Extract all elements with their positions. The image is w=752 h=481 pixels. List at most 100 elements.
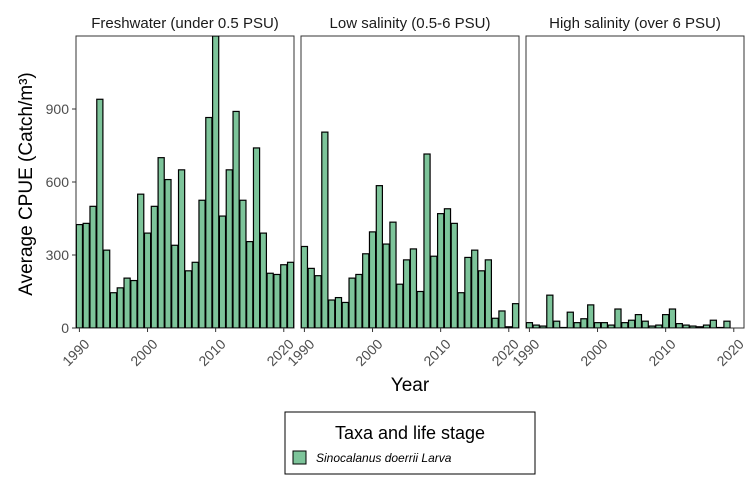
x-tick-label: 2000 xyxy=(352,336,385,369)
bar xyxy=(573,322,581,328)
bar xyxy=(259,232,268,328)
bar xyxy=(198,199,206,328)
bar xyxy=(130,279,138,328)
bar xyxy=(696,326,704,328)
bar xyxy=(443,208,452,328)
bar xyxy=(143,232,152,328)
panel-1: Freshwater (under 0.5 PSU)1990 2000 2010 20… xyxy=(59,15,297,369)
legend-box xyxy=(284,411,536,475)
bar xyxy=(266,272,274,328)
bar xyxy=(280,264,288,328)
bar-group xyxy=(526,294,731,328)
bar xyxy=(314,275,322,328)
legend-swatch xyxy=(292,450,307,465)
bar xyxy=(505,326,513,328)
bar xyxy=(539,325,547,328)
x-tick-label: 2020 xyxy=(713,336,746,369)
bar xyxy=(416,290,424,328)
bar xyxy=(593,322,602,328)
bar xyxy=(430,255,438,328)
bar xyxy=(457,292,465,328)
bar xyxy=(218,215,227,328)
x-tick-label: 2010 xyxy=(420,336,453,369)
bar xyxy=(76,223,84,328)
panels-layer: Freshwater (under 0.5 PSU) 1990 2000 2010 20… xyxy=(59,15,747,369)
bar xyxy=(123,277,131,328)
bar xyxy=(382,243,390,328)
bar xyxy=(205,116,213,328)
bar xyxy=(546,294,554,328)
bar xyxy=(436,213,445,328)
bar xyxy=(96,98,104,328)
legend: Taxa and life stage Sinocalanus doerrii … xyxy=(284,411,536,475)
y-tick-label: 900 xyxy=(46,101,70,117)
panel-title: Low salinity (0.5-6 PSU) xyxy=(330,15,491,32)
bar xyxy=(491,317,499,328)
bar xyxy=(648,325,656,328)
bar xyxy=(471,249,479,328)
bar xyxy=(211,36,220,328)
bar xyxy=(587,304,595,328)
bar xyxy=(627,319,636,328)
bar xyxy=(641,320,649,328)
bar xyxy=(498,310,506,328)
bar xyxy=(402,259,411,328)
x-tick-label: 2010 xyxy=(195,336,228,369)
bar xyxy=(709,319,718,328)
bar xyxy=(157,157,165,328)
panel-border xyxy=(525,35,745,329)
bar xyxy=(341,301,349,328)
bar xyxy=(409,248,418,328)
bar xyxy=(102,249,111,328)
bar xyxy=(225,169,233,328)
bar xyxy=(191,261,199,328)
bar xyxy=(600,322,609,328)
bar xyxy=(286,261,294,328)
bar xyxy=(675,323,683,328)
bar xyxy=(552,320,561,328)
bar xyxy=(511,303,519,328)
bar xyxy=(423,153,431,328)
bar xyxy=(464,256,472,328)
bar xyxy=(614,308,622,328)
y-tick-label: 0 xyxy=(61,320,69,336)
bar xyxy=(477,270,486,328)
bar xyxy=(334,296,343,328)
legend-title: Taxa and life stage xyxy=(335,423,485,443)
bar xyxy=(137,193,145,328)
x-tick-label: 1990 xyxy=(59,336,92,369)
bar xyxy=(532,324,540,328)
x-tick-label: 2010 xyxy=(645,336,678,369)
bar-group xyxy=(76,36,294,328)
y-axis: 0 300 600 900 xyxy=(46,101,76,336)
panel-2: Low salinity (0.5-6 PSU)1990 2000 2010 2020 xyxy=(284,15,522,369)
y-axis-title: Average CPUE (Catch/m³) xyxy=(16,72,37,296)
bar xyxy=(607,324,615,328)
panel-title: Freshwater (under 0.5 PSU) xyxy=(91,15,279,32)
legend-entry-label: Sinocalanus doerrii Larva xyxy=(316,451,452,465)
bar xyxy=(655,324,663,328)
x-tick-label: 2000 xyxy=(577,336,610,369)
bar xyxy=(321,131,329,328)
bar xyxy=(484,259,493,328)
bar xyxy=(327,299,336,328)
bar xyxy=(396,283,404,328)
bar xyxy=(389,221,397,328)
bar xyxy=(450,222,458,328)
bar xyxy=(232,110,240,328)
bar xyxy=(89,205,97,328)
bar-group xyxy=(301,131,519,328)
y-tick-label: 600 xyxy=(46,174,70,190)
bar xyxy=(362,253,370,328)
bar xyxy=(82,222,90,328)
bar xyxy=(661,314,670,328)
bar xyxy=(116,287,124,328)
panel-title: High salinity (over 6 PSU) xyxy=(549,15,721,32)
bar xyxy=(150,205,159,328)
bar xyxy=(246,241,254,328)
bar xyxy=(348,277,356,328)
bar xyxy=(702,324,711,328)
bar xyxy=(682,324,690,328)
bar xyxy=(164,178,172,328)
